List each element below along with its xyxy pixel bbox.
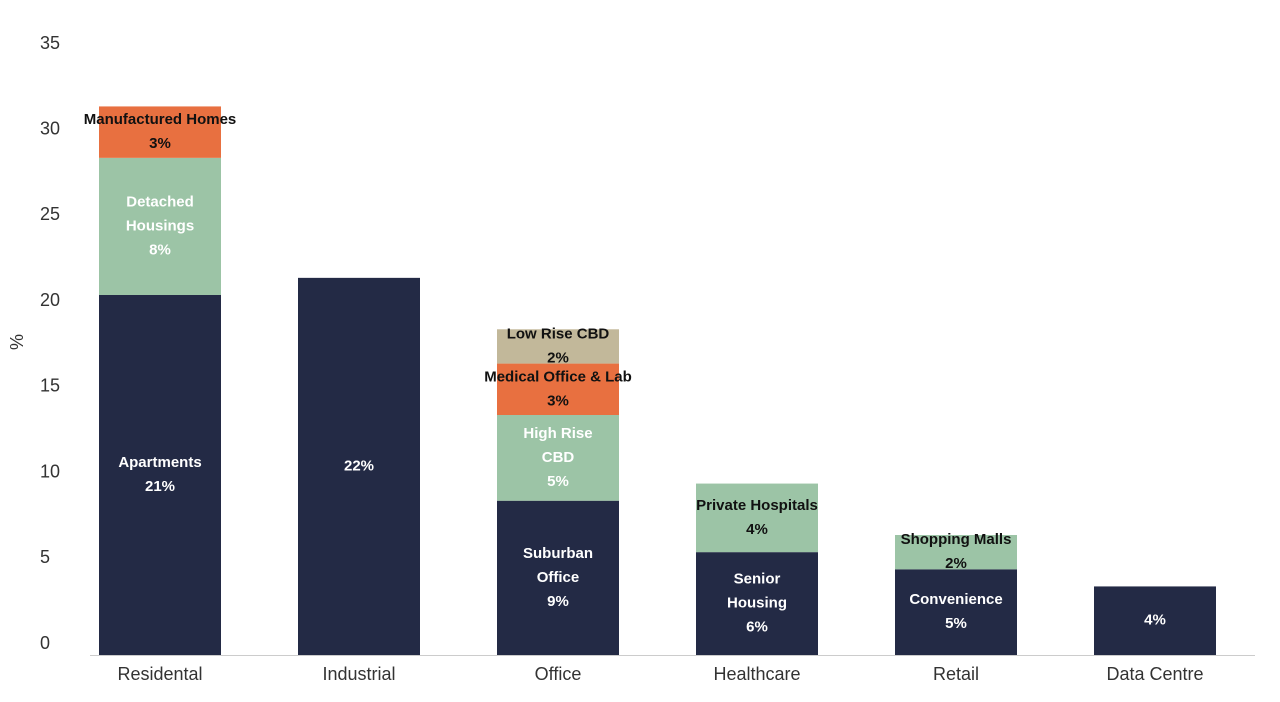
y-tick-label: 0 <box>40 633 50 653</box>
segment-name: Senior Housing <box>727 571 787 612</box>
segment-name: High Rise CBD <box>523 425 592 466</box>
segment-name-line: Detached <box>126 193 194 210</box>
y-tick-label: 15 <box>40 376 60 396</box>
x-tick-label: Office <box>535 664 582 684</box>
segment-name: Convenience <box>909 591 1002 608</box>
value-label: 5% <box>547 473 569 490</box>
y-tick-label: 20 <box>40 290 60 310</box>
segment-name-line: Low Rise CBD <box>507 325 610 342</box>
segment-label: Private Hospitals 4% <box>696 497 818 538</box>
segment-name-line: Manufactured Homes <box>84 111 237 128</box>
value-label: 3% <box>149 135 171 152</box>
value-label: 22% <box>344 457 374 474</box>
x-tick-label: Residental <box>117 664 202 684</box>
segment-name-line: Office <box>537 569 580 586</box>
segment-name: Detached Housings <box>126 193 194 234</box>
segment-name: Low Rise CBD <box>507 325 610 342</box>
segment-name: Private Hospitals <box>696 497 818 514</box>
segment-name-line: Private Hospitals <box>696 497 818 514</box>
y-tick-label: 5 <box>40 547 50 567</box>
segment-name: Medical Office & Lab <box>484 368 632 385</box>
bar-segment <box>497 363 619 415</box>
segment-name-line: Housing <box>727 595 787 612</box>
segment-label: Suburban Office 9% <box>523 545 593 610</box>
bar-segment <box>1094 586 1216 655</box>
segment-name-line: Suburban <box>523 545 593 562</box>
segment-name-line: Senior <box>734 571 781 588</box>
y-tick-label: 25 <box>40 204 60 224</box>
segment-label: High Rise CBD 5% <box>523 425 592 490</box>
y-tick-label: 30 <box>40 118 60 138</box>
x-tick-label: Healthcare <box>713 664 800 684</box>
segment-name-line: Convenience <box>909 591 1002 608</box>
x-tick-label: Data Centre <box>1106 664 1203 684</box>
value-label: 4% <box>1144 612 1166 629</box>
segment-label: 4% <box>1144 612 1166 629</box>
segment-name: Apartments <box>118 454 201 471</box>
value-label: 2% <box>945 555 967 572</box>
segment-label: Convenience 5% <box>909 591 1002 632</box>
segment-name: Shopping Malls <box>901 531 1012 548</box>
y-tick-label: 35 <box>40 33 60 53</box>
segment-label: Apartments 21% <box>118 454 201 495</box>
segment-name: Manufactured Homes <box>84 111 237 128</box>
y-tick-label: 10 <box>40 461 60 481</box>
value-label: 9% <box>547 593 569 610</box>
segment-label: Low Rise CBD 2% <box>507 325 610 366</box>
segment-name-line: Apartments <box>118 454 201 471</box>
segment-name: Suburban Office <box>523 545 593 586</box>
value-label: 21% <box>145 478 175 495</box>
x-tick-label: Retail <box>933 664 979 684</box>
value-label: 2% <box>547 349 569 366</box>
bar-segment <box>497 329 619 364</box>
segment-name-line: Shopping Malls <box>901 531 1012 548</box>
x-tick-label: Industrial <box>322 664 395 684</box>
value-label: 8% <box>149 241 171 258</box>
value-label: 4% <box>746 521 768 538</box>
value-label: 3% <box>547 392 569 409</box>
bar-segment <box>696 552 818 655</box>
segment-label: Shopping Malls 2% <box>901 531 1012 572</box>
bar-segment <box>895 535 1017 570</box>
bar-segment <box>895 569 1017 655</box>
segment-name-line: Housings <box>126 217 194 234</box>
segment-name-line: High Rise <box>523 425 592 442</box>
bar-segment <box>696 483 818 553</box>
bar-segment <box>497 415 619 501</box>
segment-label: Detached Housings 8% <box>126 193 194 258</box>
bar-segment <box>298 277 420 655</box>
segment-name-line: CBD <box>542 449 575 466</box>
value-label: 6% <box>746 619 768 636</box>
bar-segment <box>99 295 221 655</box>
segment-label: Manufactured Homes 3% <box>84 111 237 152</box>
segment-label: 22% <box>344 457 374 474</box>
bar-segment <box>99 157 221 295</box>
segment-name-line: Medical Office & Lab <box>484 368 632 385</box>
value-label: 5% <box>945 615 967 632</box>
bar-segment <box>99 106 221 158</box>
segment-label: Medical Office & Lab 3% <box>484 368 632 409</box>
y-axis-label: % <box>7 334 27 350</box>
bar-segment <box>497 500 619 655</box>
segment-label: Senior Housing 6% <box>727 571 787 636</box>
